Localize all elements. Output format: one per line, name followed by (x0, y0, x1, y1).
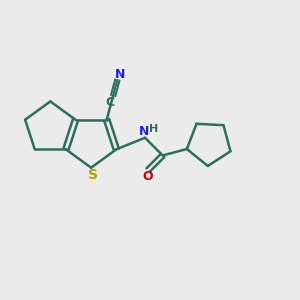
Text: O: O (143, 170, 153, 183)
Text: C: C (105, 95, 114, 109)
Text: S: S (88, 168, 98, 182)
Text: N: N (115, 68, 125, 81)
Text: H: H (148, 124, 158, 134)
Text: N: N (139, 125, 150, 138)
